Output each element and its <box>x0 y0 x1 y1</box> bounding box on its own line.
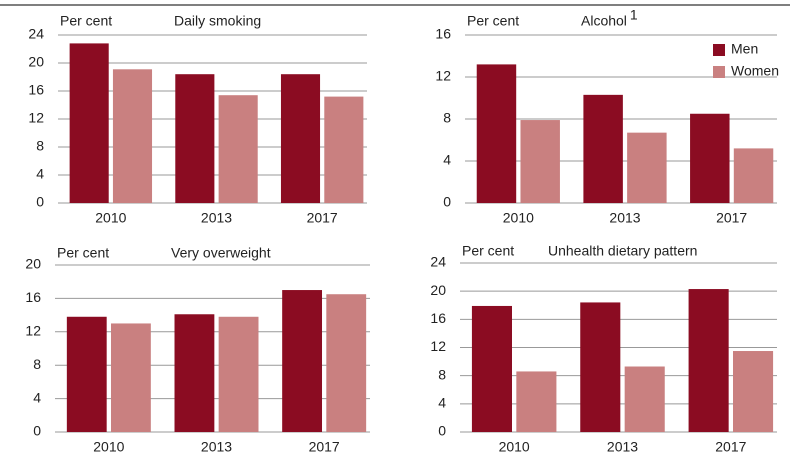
x-tick-label: 2010 <box>95 210 126 226</box>
y-tick-label: 8 <box>33 356 41 372</box>
bar <box>282 290 323 432</box>
y-tick-label: 12 <box>25 323 41 339</box>
bar <box>476 64 517 204</box>
y-tick-label: 12 <box>28 110 44 126</box>
y-tick-label: 4 <box>443 152 451 168</box>
y-tick-label: 0 <box>438 423 446 439</box>
x-tick-label: 2017 <box>716 210 747 226</box>
bar <box>110 323 151 432</box>
x-tick-label: 2010 <box>499 439 530 455</box>
bar <box>733 148 774 203</box>
y-tick-label: 8 <box>443 110 451 126</box>
bar <box>690 113 730 203</box>
y-tick-label: 0 <box>33 423 41 439</box>
chart-title: Very overweight <box>171 245 271 261</box>
bar <box>69 43 109 204</box>
y-tick-label: 16 <box>25 289 41 305</box>
bar <box>175 74 215 203</box>
y-axis-label: Per cent <box>467 13 519 29</box>
bar <box>520 120 560 203</box>
x-tick-label: 2013 <box>609 210 640 226</box>
legend-label: Men <box>731 41 758 57</box>
x-tick-label: 2013 <box>201 439 232 455</box>
legend-swatch <box>713 66 725 78</box>
bar <box>580 302 621 432</box>
y-tick-label: 0 <box>443 194 451 210</box>
y-axis-label: Per cent <box>462 243 514 259</box>
bar <box>688 289 729 432</box>
y-tick-label: 24 <box>430 254 446 270</box>
y-tick-label: 8 <box>36 138 44 154</box>
y-tick-label: 0 <box>36 194 44 210</box>
y-tick-label: 4 <box>36 166 44 182</box>
bar <box>471 305 512 432</box>
bar <box>324 96 364 203</box>
y-tick-label: 16 <box>435 26 451 42</box>
x-tick-label: 2017 <box>309 439 340 455</box>
bar <box>66 316 107 432</box>
y-tick-label: 16 <box>28 82 44 98</box>
x-tick-label: 2013 <box>607 439 638 455</box>
x-tick-label: 2010 <box>93 439 124 455</box>
y-tick-label: 20 <box>25 256 41 272</box>
bar <box>516 371 557 432</box>
y-tick-label: 4 <box>33 389 41 405</box>
x-tick-label: 2017 <box>715 439 746 455</box>
title-note: 1 <box>630 7 638 23</box>
bar <box>218 95 258 203</box>
chart-title: Daily smoking <box>174 13 261 29</box>
x-tick-label: 2013 <box>201 210 232 226</box>
y-tick-label: 20 <box>430 282 446 298</box>
bar <box>280 74 321 203</box>
y-tick-label: 4 <box>438 395 446 411</box>
y-tick-label: 16 <box>430 310 446 326</box>
bar <box>326 294 367 432</box>
bar <box>218 316 259 432</box>
y-axis-label: Per cent <box>60 13 112 29</box>
legend-label: Women <box>731 63 779 79</box>
x-tick-label: 2010 <box>503 210 534 226</box>
bar <box>174 314 215 432</box>
legend-swatch <box>713 44 725 56</box>
bar <box>627 132 667 203</box>
bar <box>112 69 153 203</box>
bar <box>733 351 774 432</box>
y-tick-label: 20 <box>28 54 44 70</box>
y-axis-label: Per cent <box>57 245 109 261</box>
y-tick-label: 8 <box>438 366 446 382</box>
y-tick-label: 12 <box>430 338 446 354</box>
chart-title: Alcohol <box>581 13 627 29</box>
x-tick-label: 2017 <box>307 210 338 226</box>
bar <box>583 94 623 203</box>
y-tick-label: 24 <box>28 26 44 42</box>
y-tick-label: 12 <box>435 68 451 84</box>
bar <box>624 366 665 432</box>
chart-title: Unhealth dietary pattern <box>548 243 697 259</box>
